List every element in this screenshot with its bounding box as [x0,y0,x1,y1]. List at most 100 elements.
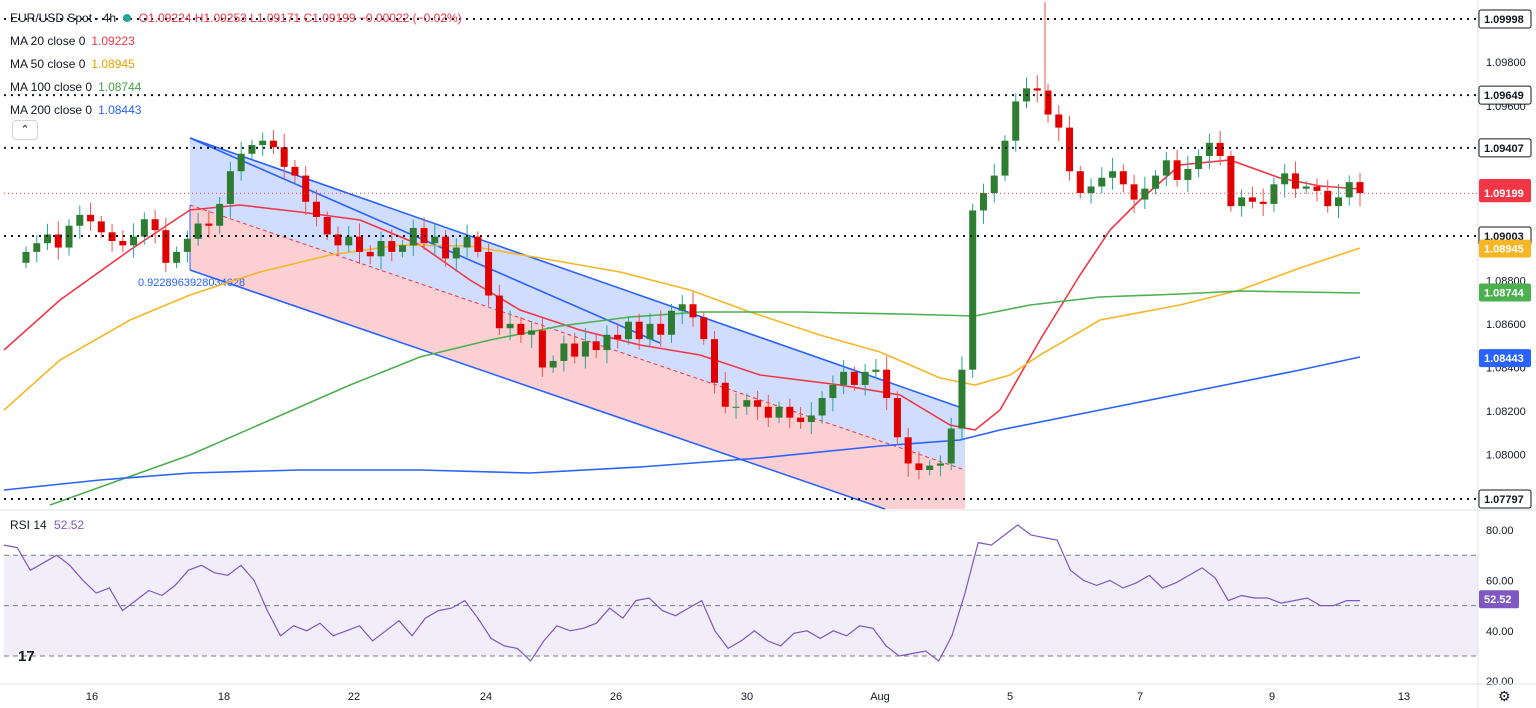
candle [1130,174,1138,213]
symbol-title[interactable]: EUR/USD Spot · 4h [10,11,117,25]
candle-body [700,317,708,340]
candle-body [1076,171,1084,194]
candle-body [947,428,955,464]
candle [979,183,987,224]
candle [1152,170,1160,195]
candle [786,398,794,429]
candle-body [528,330,536,335]
candle-body [1270,184,1278,204]
candle-body [140,219,148,237]
candle-body [1162,160,1170,176]
candle [1227,150,1235,212]
candle-body [33,243,41,252]
time-tick-label: 24 [480,691,492,703]
candle-body [65,225,73,248]
candle [194,212,202,246]
candle [958,356,966,441]
candle-body [936,463,944,466]
value-badge [1479,590,1519,609]
value-badge [1479,239,1531,258]
candle-body [711,339,719,383]
candle-body [323,217,331,235]
candle-body [1033,88,1041,91]
chart-legend: EUR/USD Spot · 4h O1.09224 H1.09253 L1.0… [10,8,462,123]
candle [711,331,719,394]
candle-body [1291,173,1299,189]
candle [1238,189,1246,217]
candle [936,455,944,477]
level-badge [1478,489,1532,509]
candle [624,316,632,345]
channel-mid-line [189,204,966,471]
candle-body [1248,197,1256,202]
candle [108,224,116,252]
candle-body [485,251,493,296]
candle [872,358,880,379]
candle [721,372,729,414]
candle-body [506,323,514,329]
candle-body [1345,182,1353,198]
candle-body [388,241,396,252]
candle [1023,77,1030,109]
candle-body [1216,142,1224,156]
candle [1270,177,1278,213]
candle [259,132,267,156]
candle [226,161,234,218]
candle [506,310,514,341]
candle [764,394,772,428]
value-badge-label: 1.09199 [1484,188,1524,200]
candle-body [797,417,805,423]
candle [689,292,697,327]
candle-body [743,400,751,407]
candle-body [861,371,869,385]
candle [678,294,686,325]
candle [1033,75,1041,103]
candle [366,245,374,265]
candle [1324,180,1332,213]
candle [377,231,385,270]
candle [538,318,546,377]
candle [528,321,536,349]
candle-body [764,406,772,418]
candle [861,363,869,396]
candle [302,166,310,216]
candle [1119,164,1127,193]
time-tick-label: 30 [741,691,753,703]
candle-body [979,193,987,211]
price-tick-label: 1.09800 [1486,57,1526,69]
candle [151,209,159,244]
candle-body [431,236,439,244]
candle-body [1066,127,1074,172]
candle [829,375,837,412]
candle [356,223,363,264]
candle [1313,178,1321,202]
candle [130,223,138,258]
candle [237,141,245,181]
gear-icon[interactable]: ⚙ [1498,688,1511,704]
candle-body [1356,182,1364,194]
ma100-row[interactable]: MA 100 close 0 1.08744 [10,80,142,94]
time-tick-label: Aug [870,691,890,703]
candle-body [571,343,579,357]
candle [76,205,84,240]
candle [173,246,181,269]
candle-body [1098,177,1106,187]
candle-body [259,140,267,146]
ma50-row[interactable]: MA 50 close 0 1.08945 [10,57,135,71]
ma200-row[interactable]: MA 200 close 0 1.08443 [10,103,142,117]
candle-body [1238,197,1246,207]
ma20-line [3,159,1361,431]
value-badge-label: 1.08443 [1484,353,1524,365]
rsi-legend[interactable]: RSI 14 52.52 [10,518,84,532]
candle [140,212,148,245]
candle [1162,152,1170,187]
level-badge [1478,85,1532,105]
candle [291,160,299,184]
candle [1345,175,1353,206]
chevron-up-icon[interactable]: ⌃ [12,120,38,140]
candle [1184,155,1192,192]
ma20-row[interactable]: MA 20 close 0 1.09223 [10,34,135,48]
tradingview-logo[interactable]: 17 [18,648,35,665]
candle-body [1055,114,1063,128]
